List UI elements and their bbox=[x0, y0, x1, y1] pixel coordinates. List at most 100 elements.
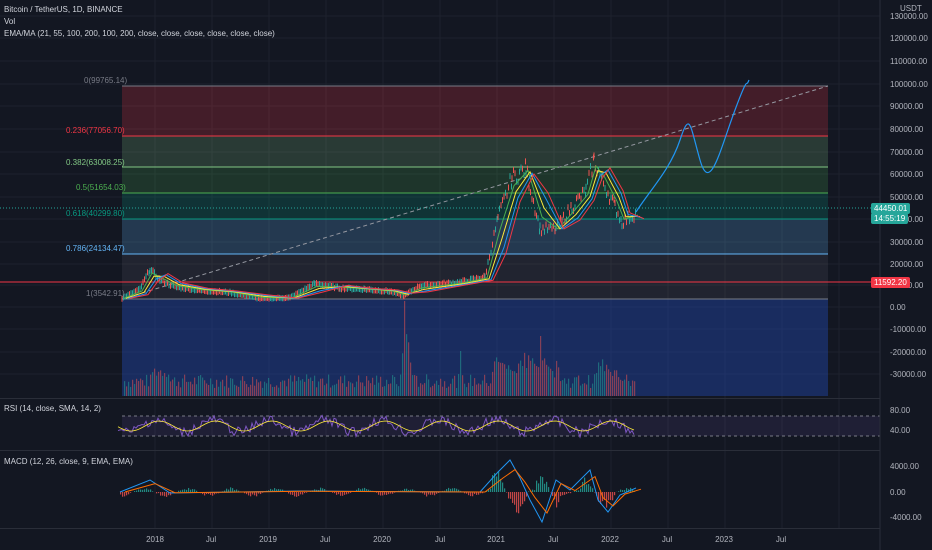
macd-histogram-bar bbox=[324, 489, 326, 492]
macd-histogram-bar bbox=[342, 492, 344, 496]
symbol-legend[interactable]: Bitcoin / TetherUS, 1D, BINANCE bbox=[4, 5, 123, 14]
fib-level-label[interactable]: 1(3542.91) bbox=[86, 289, 125, 298]
fib-level-label[interactable]: 0.5(51654.03) bbox=[76, 183, 126, 192]
volume-bar bbox=[212, 384, 214, 396]
macd-title[interactable]: MACD (12, 26, close, 9, EMA, EMA) bbox=[4, 457, 133, 466]
fib-zone bbox=[122, 254, 828, 299]
volume-bar bbox=[202, 377, 204, 396]
volume-bar bbox=[496, 357, 498, 396]
macd-histogram-bar bbox=[428, 492, 430, 495]
fib-level-label[interactable]: 0.786(24134.47) bbox=[66, 244, 125, 253]
macd-histogram-bar bbox=[126, 492, 128, 496]
macd-histogram-bar bbox=[278, 489, 280, 492]
volume-bar bbox=[528, 355, 530, 396]
volume-bar bbox=[204, 380, 206, 396]
macd-label-0: 0.00 bbox=[890, 488, 906, 497]
volume-bar bbox=[314, 375, 316, 396]
macd-histogram-bar bbox=[432, 492, 434, 495]
volume-bar bbox=[558, 367, 560, 396]
macd-histogram-bar bbox=[554, 492, 556, 500]
volume-bar bbox=[248, 387, 250, 396]
volume-bar bbox=[284, 380, 286, 396]
volume-bar bbox=[222, 379, 224, 396]
volume-bar bbox=[492, 371, 494, 396]
volume-bar bbox=[180, 387, 182, 396]
macd-histogram-bar bbox=[304, 492, 306, 494]
macd-histogram-bar bbox=[496, 476, 498, 492]
macd-histogram-bar bbox=[390, 492, 392, 494]
macd-histogram-bar bbox=[624, 489, 626, 492]
volume-bar bbox=[142, 380, 144, 396]
price-axis-label: -10000.00 bbox=[890, 325, 927, 334]
pane-separator[interactable] bbox=[0, 398, 880, 399]
macd-histogram-bar bbox=[162, 492, 164, 496]
macd-histogram-bar bbox=[168, 492, 170, 496]
macd-histogram-bar bbox=[626, 488, 628, 492]
rsi-title[interactable]: RSI (14, close, SMA, 14, 2) bbox=[4, 404, 101, 413]
pane-separator[interactable] bbox=[0, 450, 880, 451]
volume-bar bbox=[574, 377, 576, 396]
volume-bar bbox=[490, 383, 492, 396]
volume-bar bbox=[234, 384, 236, 396]
macd-histogram-bar bbox=[224, 490, 226, 492]
volume-bar bbox=[412, 375, 414, 396]
macd-histogram-bar bbox=[230, 487, 232, 492]
macd-histogram-bar bbox=[276, 489, 278, 492]
pane-separator[interactable] bbox=[0, 528, 880, 529]
ema-ma-legend[interactable]: EMA/MA (21, 55, 100, 200, 100, 200, clos… bbox=[4, 29, 275, 38]
fib-level-label[interactable]: 0.618(40299.80) bbox=[66, 209, 125, 218]
macd-histogram-bar bbox=[502, 482, 504, 492]
moving-average-line bbox=[123, 165, 639, 299]
volume-bar bbox=[598, 362, 600, 396]
macd-histogram-bar bbox=[604, 492, 606, 500]
volume-bar bbox=[392, 375, 394, 396]
macd-histogram-bar bbox=[196, 490, 198, 492]
volume-bar bbox=[430, 387, 432, 396]
volume-bar bbox=[182, 378, 184, 396]
macd-histogram-bar bbox=[306, 492, 308, 493]
macd-histogram-bar bbox=[156, 492, 158, 494]
macd-histogram-bar bbox=[232, 488, 234, 492]
fib-level-label[interactable]: 0.236(77056.70) bbox=[66, 126, 125, 135]
macd-histogram-bar bbox=[164, 492, 166, 497]
macd-histogram-bar bbox=[600, 492, 602, 504]
macd-histogram-bar bbox=[540, 476, 542, 492]
time-axis-label: 2021 bbox=[487, 535, 505, 544]
time-axis-label: Jul bbox=[319, 535, 331, 544]
volume-bar bbox=[562, 380, 564, 396]
volume-bar bbox=[390, 383, 392, 396]
volume-bar bbox=[298, 376, 300, 396]
volume-bar bbox=[156, 375, 158, 396]
macd-histogram-bar bbox=[406, 488, 408, 492]
volume-bar bbox=[386, 379, 388, 396]
macd-histogram-bar bbox=[346, 492, 348, 495]
volume-legend[interactable]: Vol bbox=[4, 17, 16, 26]
volume-bar bbox=[220, 381, 222, 396]
price-axis-label: 30000.00 bbox=[890, 238, 924, 247]
volume-bar bbox=[356, 381, 358, 396]
macd-histogram-bar bbox=[608, 492, 610, 501]
volume-bar bbox=[168, 374, 170, 396]
macd-histogram-bar bbox=[588, 484, 590, 492]
macd-histogram-bar bbox=[280, 489, 282, 492]
fib-level-label[interactable]: 0.382(63008.25) bbox=[66, 158, 125, 167]
volume-bar bbox=[130, 386, 132, 396]
volume-bar bbox=[454, 375, 456, 396]
volume-bar bbox=[150, 374, 152, 396]
macd-histogram-bar bbox=[386, 492, 388, 495]
volume-bar bbox=[612, 375, 614, 396]
macd-histogram-bar bbox=[518, 492, 520, 514]
volume-bar bbox=[420, 383, 422, 396]
macd-histogram-bar bbox=[138, 489, 140, 492]
fib-level-label[interactable]: 0(99765.14) bbox=[84, 76, 128, 85]
macd-histogram-bar bbox=[130, 492, 132, 493]
volume-bar bbox=[480, 384, 482, 396]
macd-histogram-bar bbox=[534, 490, 536, 492]
rsi-line bbox=[117, 414, 635, 439]
macd-histogram-bar bbox=[348, 492, 350, 494]
volume-bar bbox=[304, 381, 306, 396]
macd-histogram-bar bbox=[420, 492, 422, 493]
macd-histogram-bar bbox=[184, 489, 186, 492]
macd-histogram-bar bbox=[274, 488, 276, 492]
